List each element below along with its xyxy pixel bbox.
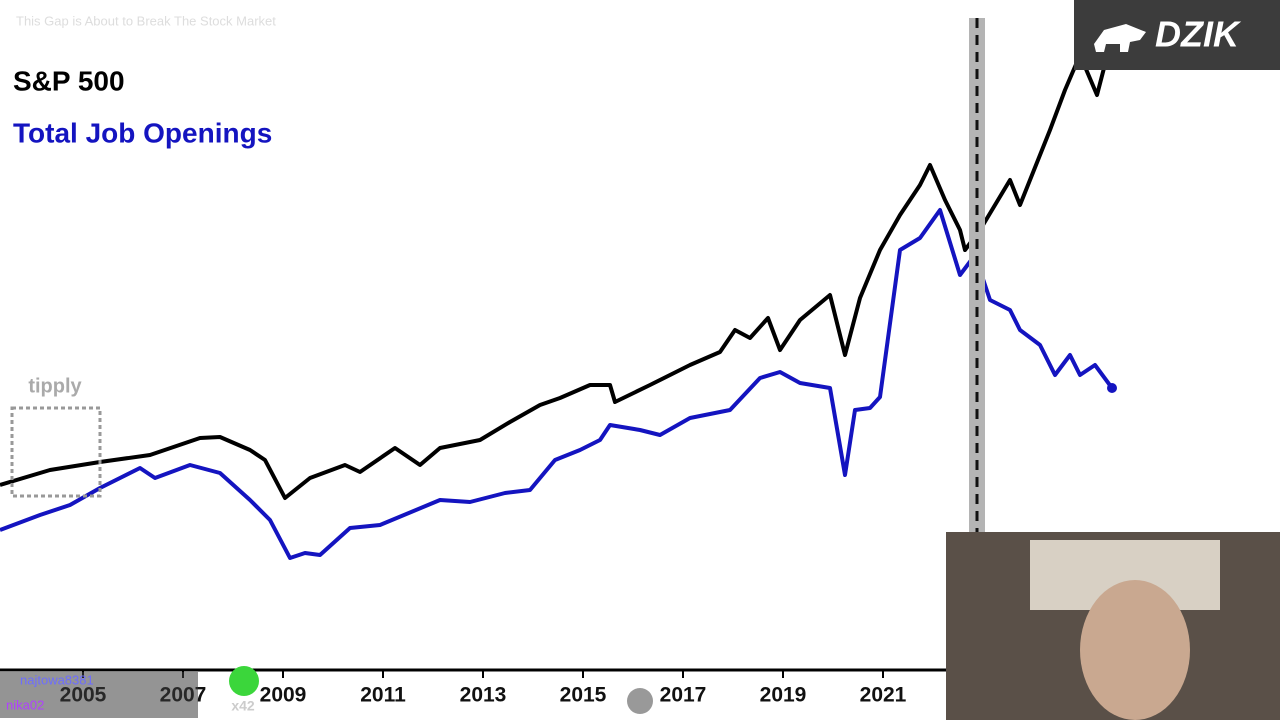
logo-icon: [1094, 24, 1146, 52]
webcam-person: [1080, 580, 1190, 720]
x-tick-label: 2021: [860, 684, 907, 707]
emote: [229, 666, 259, 696]
legend-label: Total Job Openings: [13, 117, 272, 148]
x-tick-label: 2019: [760, 684, 807, 707]
end-point: [1107, 383, 1117, 393]
scroll-button[interactable]: [627, 688, 653, 714]
x-tick-label: 2017: [660, 684, 707, 707]
series-line: [0, 44, 1112, 500]
qr-code: [10, 406, 102, 498]
chat-user: nika02: [6, 697, 44, 712]
chat-box: [0, 672, 198, 718]
x-tick-label: 2015: [560, 684, 607, 707]
logo: DZIK: [1155, 14, 1242, 55]
legend-label: S&P 500: [13, 65, 125, 96]
chat-user: najtowa8381: [20, 672, 94, 687]
x-tick-label: 2009: [260, 684, 307, 707]
emote-count: x42: [231, 698, 255, 714]
x-tick-label: 2011: [360, 684, 406, 707]
series-line: [0, 208, 1114, 560]
x-tick-label: 2013: [460, 684, 507, 707]
tipply-label: tipply: [28, 375, 82, 397]
video-title: This Gap is About to Break The Stock Mar…: [16, 13, 276, 28]
